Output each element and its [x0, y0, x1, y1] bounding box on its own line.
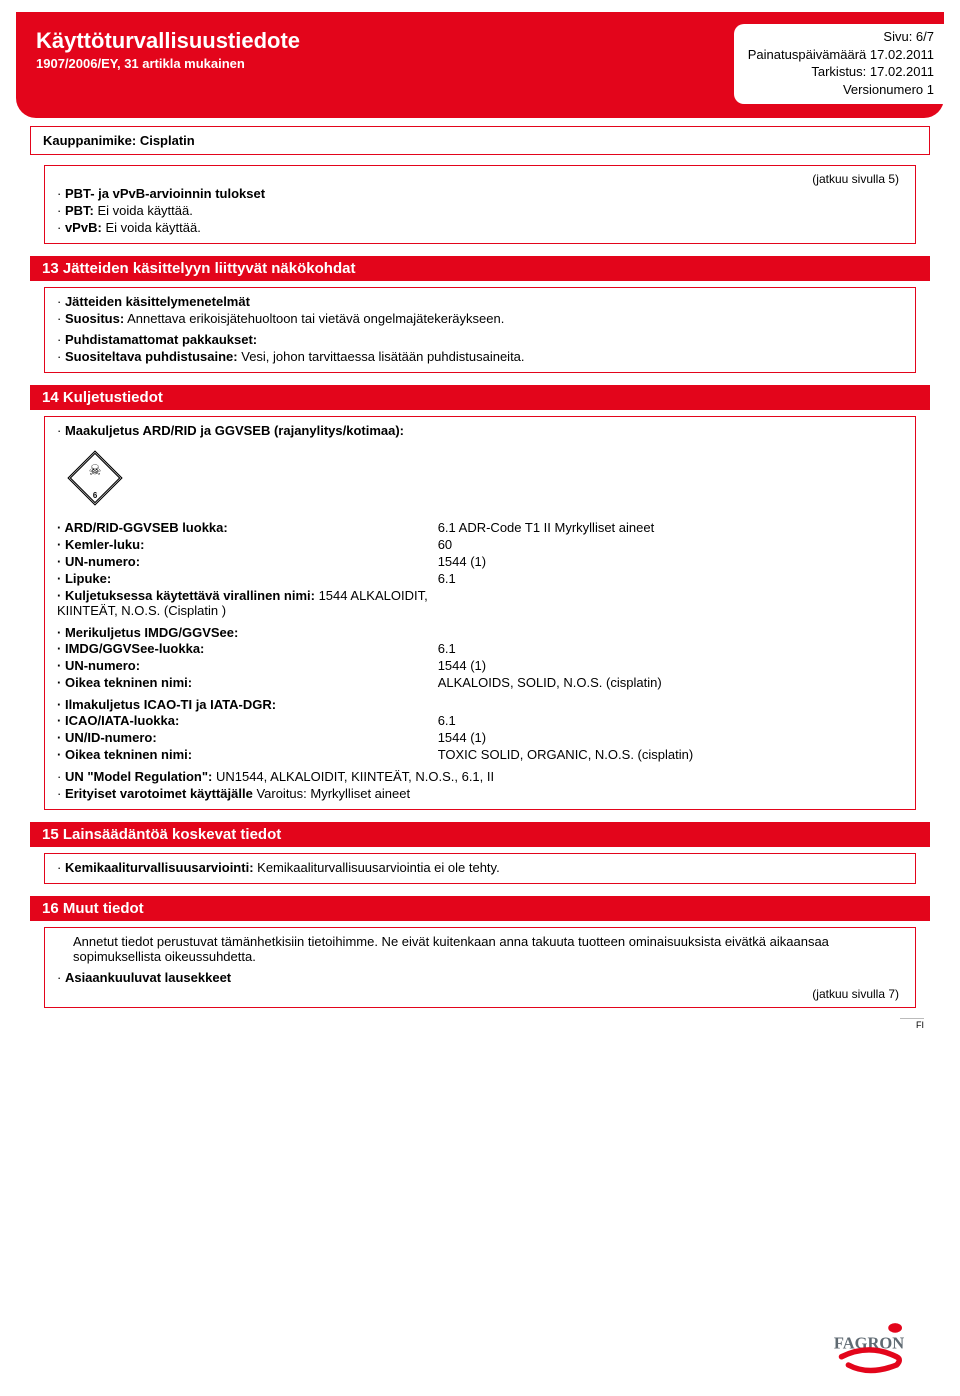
s15-value: Kemikaaliturvallisuusarviointia ei ole t…: [257, 860, 500, 875]
logo-head-icon: [888, 1323, 902, 1333]
section-15-box: · Kemikaaliturvallisuusarviointi: Kemika…: [44, 853, 916, 884]
hazard-diamond-icon: ☠ 6: [67, 450, 123, 506]
section-16-title: 16 Muut tiedot: [30, 896, 930, 921]
doc-subtitle: 1907/2006/EY, 31 artikla mukainen: [36, 56, 300, 71]
table-row: UN-numero:1544 (1): [57, 657, 903, 674]
table-row: ARD/RID-GGVSEB luokka:6.1 ADR-Code T1 II…: [57, 519, 903, 536]
s16-sub-label: Asiaankuuluvat lausekkeet: [65, 970, 231, 985]
s14-model-block: · UN "Model Regulation": UN1544, ALKALOI…: [57, 769, 903, 801]
pbt-l2-label: vPvB:: [65, 220, 102, 235]
section-13-box: · Jätteiden käsittelymenetelmät · Suosit…: [44, 287, 916, 373]
s14-model-label: UN "Model Regulation":: [65, 769, 212, 784]
logo-swoosh-icon: [842, 1350, 900, 1371]
s14-air-block: Ilmakuljetus ICAO-TI ja IATA-DGR: ICAO/I…: [57, 697, 903, 763]
table-row: UN-numero:1544 (1): [57, 553, 903, 570]
s13-b4-label: Suositeltava puhdistusaine:: [65, 349, 238, 364]
trade-name-box: Kauppanimike: Cisplatin: [30, 126, 930, 155]
doc-title: Käyttöturvallisuustiedote: [36, 28, 300, 54]
s14-sea-table: IMDG/GGVSee-luokka:6.1 UN-numero:1544 (1…: [57, 640, 903, 691]
pbt-heading: PBT- ja vPvB-arvioinnin tulokset: [65, 186, 265, 201]
hazard-class-digit: 6: [93, 491, 98, 500]
s14-air-heading: Ilmakuljetus ICAO-TI ja IATA-DGR:: [57, 697, 903, 712]
page-number: Sivu: 6/7: [748, 28, 934, 46]
continued-from: (jatkuu sivulla 5): [57, 172, 903, 186]
section-15-title: 15 Lainsäädäntöä koskevat tiedot: [30, 822, 930, 847]
s14-sea-heading: Merikuljetus IMDG/GGVSee:: [57, 625, 903, 640]
s13-b1: Jätteiden käsittelymenetelmät: [65, 294, 250, 309]
continued-to: (jatkuu sivulla 7): [57, 987, 903, 1001]
s13-b2-value: Annettava erikoisjätehuoltoon tai vietäv…: [127, 311, 504, 326]
table-row: Kuljetuksessa käytettävä virallinen nimi…: [57, 587, 903, 619]
document-header: Käyttöturvallisuustiedote 1907/2006/EY, …: [16, 12, 944, 118]
fagron-logo: FAGRON: [814, 1308, 924, 1378]
s13-b2-label: Suositus:: [65, 311, 124, 326]
revision-date: Tarkistus: 17.02.2011: [748, 63, 934, 81]
table-row: Oikea tekninen nimi:TOXIC SOLID, ORGANIC…: [57, 746, 903, 763]
pbt-l2-value: Ei voida käyttää.: [105, 220, 200, 235]
s14-special-label: Erityiset varotoimet käyttäjälle: [65, 786, 253, 801]
language-tag: FI: [900, 1018, 924, 1030]
header-right: Sivu: 6/7 Painatuspäivämäärä 17.02.2011 …: [734, 24, 944, 104]
pbt-l1-value: Ei voida käyttää.: [97, 203, 192, 218]
pbt-l1-label: PBT:: [65, 203, 94, 218]
section-16-box: Annetut tiedot perustuvat tämänhetkisiin…: [44, 927, 916, 1008]
table-row: Kemler-luku:60: [57, 536, 903, 553]
s13-b4-value: Vesi, johon tarvittaessa lisätään puhdis…: [241, 349, 524, 364]
table-row: UN/ID-numero:1544 (1): [57, 729, 903, 746]
s14-land-heading: Maakuljetus ARD/RID ja GGVSEB (rajanylit…: [65, 423, 404, 438]
s14-model-value: UN1544, ALKALOIDIT, KIINTEÄT, N.O.S., 6.…: [216, 769, 494, 784]
hazard-skull-glyph: ☠: [88, 463, 101, 479]
trade-name-label: Kauppanimike:: [43, 133, 136, 148]
table-row: IMDG/GGVSee-luokka:6.1: [57, 640, 903, 657]
header-left: Käyttöturvallisuustiedote 1907/2006/EY, …: [36, 28, 300, 71]
s15-label: Kemikaaliturvallisuusarviointi:: [65, 860, 254, 875]
table-row: Oikea tekninen nimi:ALKALOIDS, SOLID, N.…: [57, 674, 903, 691]
s16-text: Annetut tiedot perustuvat tämänhetkisiin…: [73, 934, 903, 964]
print-date: Painatuspäivämäärä 17.02.2011: [748, 46, 934, 64]
section-14-title: 14 Kuljetustiedot: [30, 385, 930, 410]
version-number: Versionumero 1: [748, 81, 934, 99]
s14-air-table: ICAO/IATA-luokka:6.1 UN/ID-numero:1544 (…: [57, 712, 903, 763]
s14-land-table: ARD/RID-GGVSEB luokka:6.1 ADR-Code T1 II…: [57, 519, 903, 619]
pbt-box: (jatkuu sivulla 5) · PBT- ja vPvB-arvioi…: [44, 165, 916, 244]
s14-sea-block: Merikuljetus IMDG/GGVSee: IMDG/GGVSee-lu…: [57, 625, 903, 691]
section-14-box: · Maakuljetus ARD/RID ja GGVSEB (rajanyl…: [44, 416, 916, 810]
s13-b3: Puhdistamattomat pakkaukset:: [65, 332, 257, 347]
section-13-title: 13 Jätteiden käsittelyyn liittyvät näkök…: [30, 256, 930, 281]
table-row: Lipuke:6.1: [57, 570, 903, 587]
s14-special-value: Varoitus: Myrkylliset aineet: [256, 786, 410, 801]
table-row: ICAO/IATA-luokka:6.1: [57, 712, 903, 729]
trade-name-value: Cisplatin: [140, 133, 195, 148]
